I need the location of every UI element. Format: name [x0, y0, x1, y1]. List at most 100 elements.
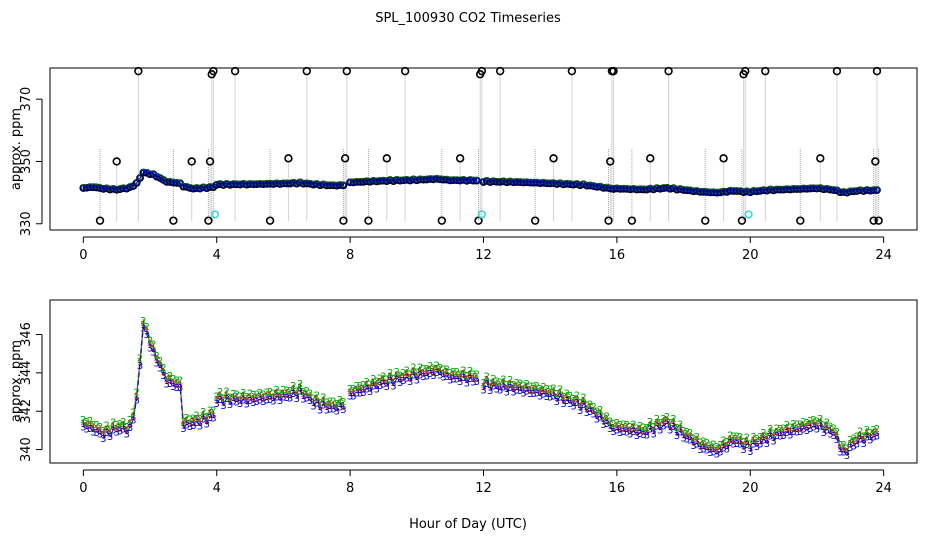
series-1-marker: 1 — [850, 437, 856, 448]
corrected-point-3 — [90, 184, 97, 191]
x-tick-label: 20 — [742, 481, 759, 496]
series-3-marker: 3 — [430, 371, 436, 382]
series-2-marker: 2 — [377, 373, 383, 384]
series-2-marker: 2 — [210, 406, 216, 417]
series-1-marker: 1 — [384, 378, 390, 389]
series-3-marker: 3 — [117, 427, 123, 438]
series-3-marker: 3 — [214, 399, 220, 410]
series-2-marker: 2 — [767, 424, 773, 435]
series-2-marker: 2 — [167, 371, 173, 382]
series-3-marker: 3 — [424, 371, 430, 382]
series-3-marker: 3 — [534, 389, 540, 400]
series-3-marker: 3 — [224, 394, 230, 405]
series-3-marker: 3 — [384, 382, 390, 393]
series-2-marker: 2 — [87, 416, 93, 427]
series-1-marker: 1 — [774, 427, 780, 438]
corrected-point-3 — [700, 188, 707, 195]
series-1-marker: 1 — [387, 372, 393, 383]
series-3-marker: 3 — [747, 447, 753, 458]
series-3-marker: 3 — [524, 387, 530, 398]
series-3-marker: 3 — [617, 428, 623, 439]
x-tick-label: 16 — [609, 248, 626, 263]
series-3-marker: 3 — [860, 439, 866, 450]
series-1-marker: 1 — [510, 384, 516, 395]
y-tick-label: 370 — [19, 87, 34, 112]
series-3-marker: 3 — [474, 377, 480, 388]
corrected-point-3 — [727, 187, 734, 194]
series-2-marker: 2 — [594, 407, 600, 418]
series-1-marker: 1 — [154, 355, 160, 366]
series-3-marker: 3 — [724, 445, 730, 456]
series-1-marker: 1 — [590, 406, 596, 417]
series-3-marker: 3 — [437, 370, 443, 381]
series-2-marker: 2 — [460, 365, 466, 376]
series-3-marker: 3 — [670, 422, 676, 433]
series-1-marker: 1 — [664, 416, 670, 427]
series-1-marker: 1 — [304, 390, 310, 401]
series-1-marker: 1 — [594, 411, 600, 422]
series-2-marker: 2 — [240, 388, 246, 399]
series-1-marker: 1 — [147, 339, 153, 350]
series-2-marker: 2 — [134, 388, 140, 399]
series-3-marker: 3 — [134, 395, 140, 406]
series-3-marker: 3 — [317, 406, 323, 417]
series-3-marker: 3 — [734, 439, 740, 450]
series-2-marker: 2 — [740, 437, 746, 448]
series-3-marker: 3 — [207, 413, 213, 424]
series-1-marker: 1 — [497, 382, 503, 393]
series-3-marker: 3 — [580, 400, 586, 411]
x-tick-label: 24 — [875, 481, 892, 496]
series-3-marker: 3 — [550, 391, 556, 402]
series-1-marker: 1 — [767, 428, 773, 439]
series-3-marker: 3 — [610, 427, 616, 438]
series-3-marker: 3 — [554, 397, 560, 408]
series-1-marker: 1 — [200, 411, 206, 422]
series-3-marker: 3 — [537, 392, 543, 403]
series-1-marker: 1 — [227, 396, 233, 407]
series-3-marker: 3 — [280, 393, 286, 404]
series-1-marker: 1 — [654, 418, 660, 429]
raw-spike-point — [340, 154, 350, 163]
series-2-marker: 2 — [437, 363, 443, 374]
series-2-marker: 2 — [674, 423, 680, 434]
series-1-marker: 1 — [237, 395, 243, 406]
series-1-marker: 1 — [574, 394, 580, 405]
series-1-marker: 1 — [177, 379, 183, 390]
series-2-marker: 2 — [560, 391, 566, 402]
series-2-marker: 2 — [860, 431, 866, 442]
series-1-marker: 1 — [490, 378, 496, 389]
raw-spike-point — [606, 157, 615, 166]
series-3-marker: 3 — [597, 413, 603, 424]
series-2-marker: 2 — [714, 442, 720, 453]
series-1-marker: 1 — [317, 402, 323, 413]
raw-spike-point — [737, 216, 747, 225]
series-2-marker: 2 — [644, 423, 650, 434]
corrected-point-3 — [283, 180, 290, 187]
series-3-marker: 3 — [260, 397, 266, 408]
series-2-line — [616, 415, 748, 447]
corrected-point-3 — [473, 177, 480, 184]
corrected-point-3 — [247, 180, 254, 187]
series-2-marker: 2 — [427, 361, 433, 372]
series-1-marker: 1 — [284, 389, 290, 400]
series-1-marker: 1 — [137, 357, 143, 368]
series-3-marker: 3 — [287, 394, 293, 405]
series-2-marker: 2 — [687, 428, 693, 439]
series-3-marker: 3 — [444, 372, 450, 383]
series-2-marker: 2 — [150, 340, 156, 351]
series-3-marker: 3 — [150, 347, 156, 358]
series-2-marker: 2 — [404, 366, 410, 377]
series-1-marker: 1 — [80, 419, 86, 430]
series-2-marker: 2 — [627, 422, 633, 433]
series-2-marker: 2 — [304, 386, 310, 397]
series-1-marker: 1 — [680, 430, 686, 441]
series-1-marker: 1 — [83, 421, 89, 432]
series-1-marker: 1 — [230, 393, 236, 404]
series-1-marker: 1 — [337, 399, 343, 410]
series-2-marker: 2 — [790, 419, 796, 430]
x-tick-label: 8 — [346, 481, 354, 496]
series-1-marker: 1 — [770, 433, 776, 444]
series-1-marker: 1 — [97, 426, 103, 437]
series-1-marker: 1 — [360, 384, 366, 395]
series-2-marker: 2 — [800, 417, 806, 428]
